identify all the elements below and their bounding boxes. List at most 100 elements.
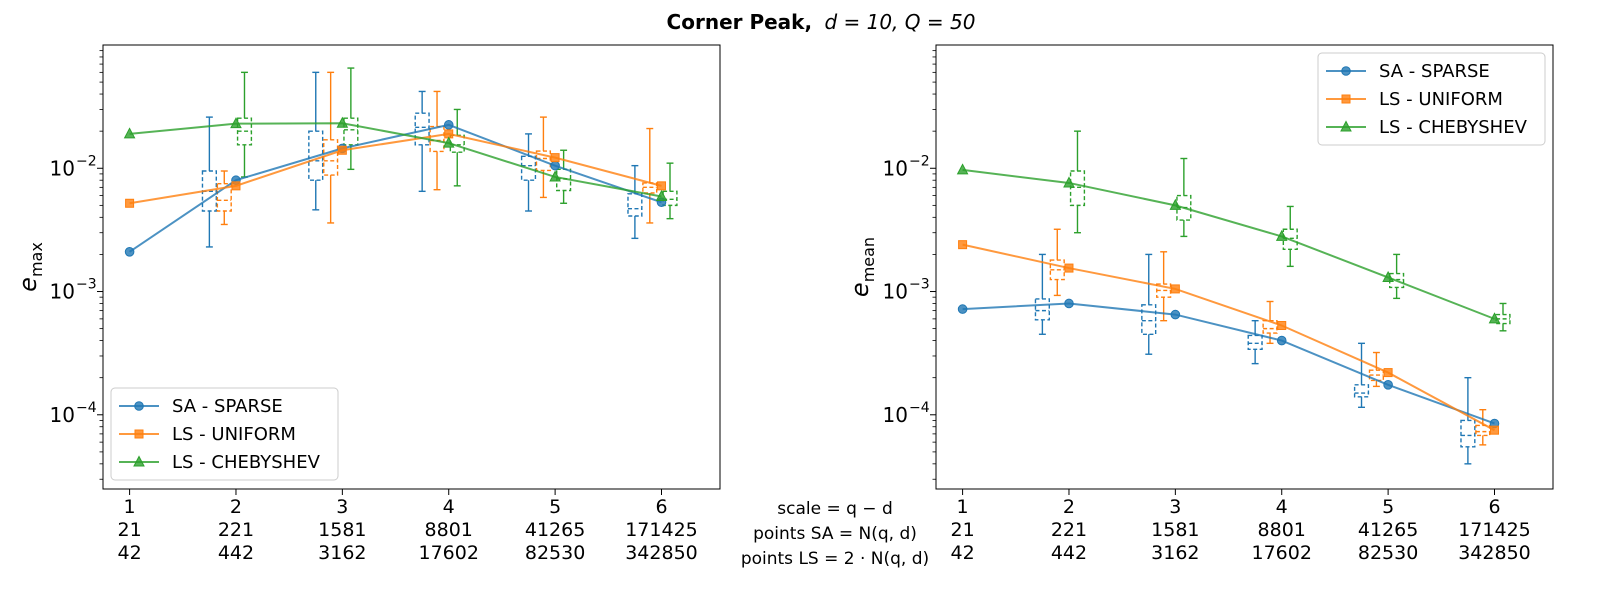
emean-ls-uniform-point [1383,368,1393,378]
emax-ls-uniform-point [337,145,347,155]
emean-ls-uniform-point [1489,425,1499,435]
emax-legend-label: LS - UNIFORM [172,424,296,445]
emax-sa-sparse-point [443,120,454,130]
emax-xtick-label: 8801 [425,519,473,541]
emean-sa-sparse-point [1276,335,1287,346]
emean-ytick-label-exp: −2 [909,153,930,169]
emean-sa-sparse-box [1034,298,1050,321]
emax-ytick-label: 10 [50,403,75,427]
emax-xtick-label: 221 [218,519,254,541]
emean-ls-chebyshev-point [1063,176,1075,188]
emean-ls-chebyshev-point [956,163,969,175]
emax-xtick-label: 3 [336,496,348,518]
emean-legend-label: SA - SPARSE [1379,61,1490,82]
emean-axes-frame [935,44,1554,490]
emax-ls-uniform-box [429,125,445,153]
emean-xtick-label: 42 [951,542,975,564]
emax-ls-chebyshev-point [549,170,561,182]
emean-ytick-label-exp: −3 [909,277,930,293]
figure-title: Corner Peak, d = 10, Q = 50 [667,10,976,34]
emax-ls-uniform-point [656,181,666,191]
shared-xlabel-line2: points SA = N(q, d) [753,524,917,544]
emean-ytick-label: 10 [883,280,908,304]
emax-ylabel-base: e [14,277,42,292]
emean-sa-sparse-box [1353,384,1370,398]
emean-xtick-label: 221 [1051,519,1087,541]
emax-ls-chebyshev-point [123,127,136,139]
emax-xtick-label: 17602 [419,542,479,564]
emean-xtick-label: 6 [1488,496,1500,518]
emax-ls-uniform-point [125,198,135,208]
emax-ytick-label: 10 [50,156,75,180]
emean-sa-sparse-point [1170,309,1181,320]
emax-panel: 10−210−310 −41214222214423158131624880117… [14,44,721,564]
emean-xtick-label: 21 [951,519,975,541]
emax-ls-uniform-line [129,132,662,205]
emean-ylabel-sub: mean [859,237,878,282]
shared-xlabel-line1: scale = q − d [777,499,893,519]
emax-xtick-label: 6 [655,496,667,518]
emax-ls-uniform-point [550,153,560,163]
emean-ls-uniform-line [962,243,1495,432]
emean-sa-sparse-box [1247,334,1263,350]
emean-legend-label: LS - UNIFORM [1379,89,1503,110]
emean-ls-chebyshev-point [1275,229,1288,241]
emean-xtick-label: 1581 [1151,519,1199,541]
emean-ls-chebyshev-point [1488,312,1501,324]
emax-axes-frame [102,44,721,490]
emax-ls-chebyshev-line [129,122,662,198]
emean-sa-sparse-box [1460,419,1476,448]
emax-legend-swatch-marker [134,401,144,411]
emax-sa-sparse-box [627,193,643,217]
emax-legend-label: LS - CHEBYSHEV [172,452,321,473]
emean-ls-uniform-box [1475,424,1491,437]
emax-xtick-label: 82530 [525,542,585,564]
emax-ls-uniform-box [216,182,232,212]
emax-ytick-label-base: 10 [50,403,75,427]
emean-ytick-label-exp: −4 [909,400,930,416]
emax-ylabel: emax [14,242,46,292]
emean-xtick-label: 171425 [1458,519,1531,541]
emax-xtick-label: 1581 [318,519,366,541]
emean-legend [1317,52,1546,146]
emax-ls-chebyshev-point [336,116,349,128]
emax-ytick-label: 10 [50,280,75,304]
emax-ylabel-sub: max [27,242,46,277]
emax-ytick-label-exp: −4 [76,400,97,416]
emax-sa-sparse-point [124,247,135,257]
emax-ytick-label-exp: −2 [76,153,97,169]
emean-legend-swatch-marker [1341,66,1351,76]
emean-xtick-label: 41265 [1358,519,1418,541]
emax-ls-chebyshev-point [442,136,455,148]
emax-ytick-label-base: 10 [50,156,75,180]
emean-xtick-label: 5 [1382,496,1394,518]
emean-sa-sparse-point [1383,380,1393,390]
emean-ls-uniform-box [1368,369,1385,382]
emean-ylabel-base: e [846,282,874,297]
emean-ls-chebyshev-point [1382,270,1394,282]
emean-ls-uniform-box [1049,259,1065,281]
emean-sa-sparse-box [1141,304,1157,335]
emax-xtick-label: 342850 [625,542,698,564]
emean-ls-chebyshev-box [1282,228,1298,251]
emax-legend [110,387,339,481]
emean-xtick-label: 3162 [1151,542,1199,564]
emean-ylabel: emean [846,237,878,297]
emean-xtick-label: 4 [1276,496,1288,518]
emean-sa-sparse-point [957,304,968,314]
emax-sa-sparse-line [129,123,662,253]
emean-sa-sparse-point [1064,298,1074,309]
emax-ls-uniform-box [535,150,552,172]
emean-sa-sparse-line [962,302,1495,425]
emax-ytick-label-base: 10 [50,280,75,304]
emax-ls-chebyshev-point [230,117,242,129]
emax-xtick-label: 2 [230,496,242,518]
emean-legend-label: LS - CHEBYSHEV [1379,117,1528,138]
emean-xtick-label: 442 [1051,542,1087,564]
emean-ytick-label: 10 [883,156,908,180]
emean-ytick-label: 10 [883,403,908,427]
emax-ls-chebyshev-box [343,117,359,146]
emean-ls-chebyshev-point [1169,198,1182,210]
emax-sa-sparse-point [550,160,560,171]
